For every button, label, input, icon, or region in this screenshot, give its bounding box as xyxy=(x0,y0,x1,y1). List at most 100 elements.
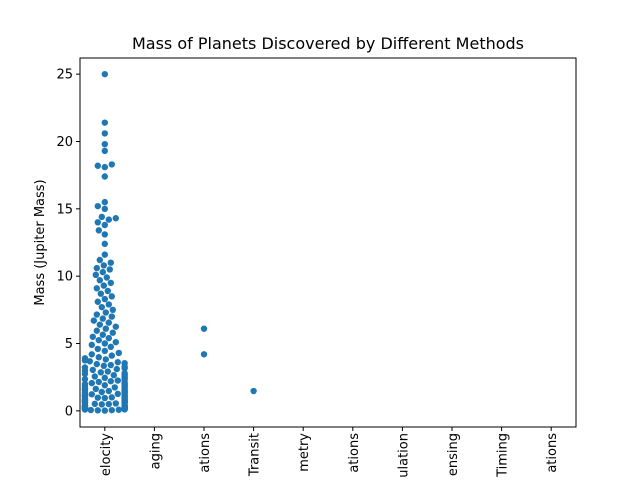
data-point xyxy=(115,406,123,413)
data-point xyxy=(98,213,106,221)
data-point xyxy=(102,356,110,363)
data-point xyxy=(93,327,101,334)
data-point xyxy=(112,338,120,346)
data-point xyxy=(101,347,109,355)
data-point xyxy=(121,369,128,377)
y-tick-label: 15 xyxy=(56,202,73,217)
data-point xyxy=(81,364,89,371)
data-point xyxy=(104,287,112,295)
data-point xyxy=(99,331,107,338)
data-point xyxy=(102,309,110,316)
data-point xyxy=(94,394,102,401)
data-point xyxy=(101,340,109,347)
y-tick-label: 10 xyxy=(56,270,73,285)
data-point xyxy=(101,251,109,258)
data-point xyxy=(88,379,96,387)
data-point xyxy=(101,394,109,402)
data-point xyxy=(95,354,103,361)
data-point xyxy=(101,130,109,137)
data-point xyxy=(98,303,106,311)
data-point xyxy=(92,385,100,393)
x-tick-label: elocity xyxy=(99,433,114,476)
data-point xyxy=(108,313,116,320)
data-point xyxy=(101,240,109,248)
chart-title: Mass of Planets Discovered by Different … xyxy=(132,34,524,53)
data-point xyxy=(102,325,110,332)
data-point xyxy=(113,365,121,373)
data-point xyxy=(101,140,109,148)
y-tick-label: 0 xyxy=(65,404,73,419)
data-point xyxy=(97,369,105,376)
y-tick-label: 20 xyxy=(56,135,73,150)
data-point xyxy=(115,349,123,357)
data-point xyxy=(101,205,109,213)
data-point xyxy=(112,215,120,222)
data-point xyxy=(88,341,96,349)
y-axis-label: Mass (Jupiter Mass) xyxy=(33,179,48,305)
data-point xyxy=(112,323,120,330)
data-point xyxy=(107,361,115,369)
data-point xyxy=(100,262,108,269)
data-point xyxy=(105,301,113,308)
data-point xyxy=(110,371,118,379)
data-point xyxy=(250,387,257,395)
data-point xyxy=(88,391,96,398)
data-point xyxy=(101,295,109,303)
y-axis-label-group: Mass (Jupiter Mass) xyxy=(33,179,48,305)
x-tick-label: Timing xyxy=(496,433,511,478)
data-point xyxy=(105,334,113,342)
data-point xyxy=(105,216,113,223)
data-point xyxy=(96,256,104,264)
data-point xyxy=(105,400,113,408)
data-point xyxy=(94,202,102,210)
data-point xyxy=(109,306,117,314)
data-point xyxy=(101,198,109,206)
data-point xyxy=(96,277,104,284)
data-point xyxy=(93,360,101,368)
data-point xyxy=(108,161,116,168)
data-point xyxy=(112,400,120,407)
data-point xyxy=(89,333,97,340)
x-tick-label: ensing xyxy=(446,433,461,476)
y-tick-label: 5 xyxy=(65,337,73,352)
data-point xyxy=(101,147,109,155)
data-point xyxy=(88,351,96,358)
data-point xyxy=(94,298,102,305)
data-point xyxy=(93,285,101,292)
x-tick-label: ulation xyxy=(396,433,411,478)
data-point xyxy=(108,406,116,414)
data-point xyxy=(95,227,103,234)
data-point xyxy=(93,264,101,272)
data-point xyxy=(114,390,122,398)
data-point xyxy=(96,321,104,328)
data-point xyxy=(94,219,102,226)
y-ticks-layer: 0 5 10 15 20 25 xyxy=(56,68,80,419)
data-point xyxy=(94,407,102,414)
data-point xyxy=(98,388,106,396)
data-point xyxy=(93,311,101,318)
x-tick-label: ations xyxy=(347,433,362,473)
x-tick-label: ations xyxy=(198,433,213,473)
data-point xyxy=(90,317,98,324)
x-tick-label: Transit xyxy=(248,433,263,477)
data-point xyxy=(103,274,111,281)
data-point xyxy=(89,366,97,374)
plot-frame xyxy=(79,57,577,428)
data-point xyxy=(101,173,109,180)
data-point xyxy=(111,384,119,391)
data-point xyxy=(200,351,208,358)
data-point xyxy=(81,375,89,383)
x-ticks-layer: elocity aging ations Transit metry ations ulat… xyxy=(99,427,560,478)
data-point xyxy=(121,359,128,367)
data-point xyxy=(91,400,99,408)
data-point xyxy=(101,407,109,414)
data-point xyxy=(114,377,122,384)
data-point xyxy=(101,382,109,389)
data-point xyxy=(108,293,116,300)
points-layer xyxy=(81,70,257,414)
data-point xyxy=(81,355,89,362)
data-point xyxy=(101,221,109,229)
data-point xyxy=(100,362,108,370)
data-point xyxy=(97,290,105,297)
